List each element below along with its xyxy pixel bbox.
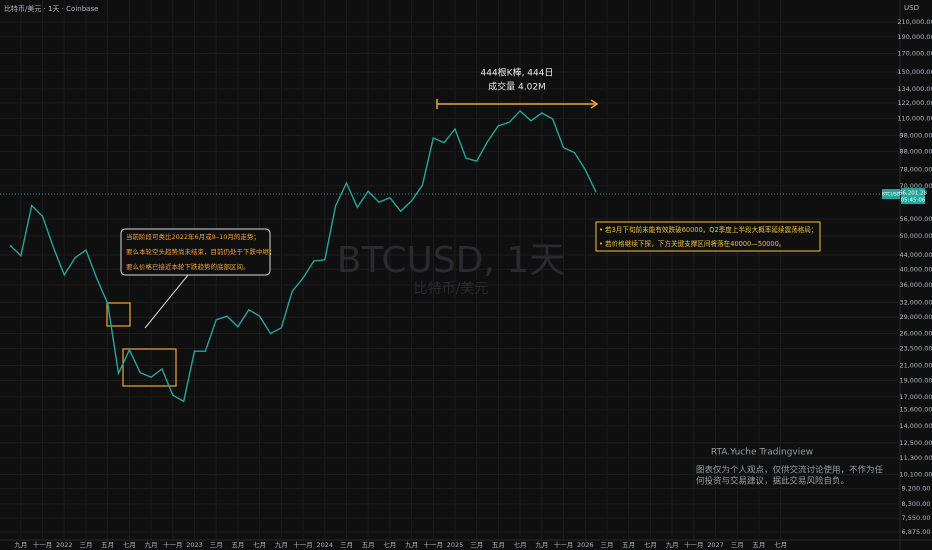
disclaimer: 图表仅为个人观点，仅供交流讨论使用，不作为任 bbox=[696, 465, 884, 476]
range-title: 444根K棒, 444日 bbox=[481, 67, 554, 79]
y-tick-label: 190,000.00 bbox=[897, 33, 932, 41]
x-tick-label: 五月 bbox=[492, 541, 505, 549]
y-tick-label: 98,000.00 bbox=[899, 132, 932, 140]
chart-title: 比特币/美元 · 1天 · Coinbase bbox=[4, 4, 98, 13]
x-tick-label: 2023 bbox=[186, 541, 203, 549]
y-tick-label: 9,200.00 bbox=[902, 485, 931, 493]
x-tick-label: 九月 bbox=[405, 540, 418, 549]
x-tick-label: 十一月 bbox=[293, 540, 313, 549]
disclaimer: 何投资与交易建议，据此交易风险自负。 bbox=[696, 476, 849, 487]
y-tick-label: 11,300.00 bbox=[899, 454, 932, 462]
y-tick-label: 19,000.00 bbox=[899, 376, 932, 384]
y-tick-label: 21,000.00 bbox=[899, 361, 932, 369]
callout-text: 要么价格已接近本轮下跌趋势的底部区间。 bbox=[126, 262, 250, 271]
currency: USD bbox=[904, 4, 919, 12]
y-tick-label: 10,100.00 bbox=[899, 471, 932, 479]
callout-text: 当前阶段可类比2022年6月或9–10月的走势； bbox=[126, 232, 260, 241]
y-tick-label: 40,000.00 bbox=[899, 265, 932, 273]
plot bbox=[9, 109, 597, 403]
note-text: • 若价格继续下探，下方关键支撑区间将落在40000—50000。 bbox=[599, 239, 785, 248]
y-tick-label: 122,000.00 bbox=[897, 99, 932, 107]
x-tick-label: 七月 bbox=[383, 540, 396, 549]
y-tick-label: 12,500.00 bbox=[899, 439, 932, 447]
y-tick-label: 8,300.00 bbox=[902, 500, 931, 508]
y-tick-label: 15,600.00 bbox=[899, 406, 932, 414]
x-tick-label: 三月 bbox=[470, 541, 483, 549]
x-tick-label: 七月 bbox=[514, 540, 527, 549]
x-tick-label: 七月 bbox=[253, 540, 266, 549]
price-line bbox=[9, 109, 597, 403]
y-tick-label: 78,000.00 bbox=[899, 166, 932, 174]
price-tag bbox=[882, 189, 900, 200]
x-tick-label: 九月 bbox=[535, 540, 548, 549]
x-tick-label: 三月 bbox=[79, 541, 92, 549]
x-tick-label: 五月 bbox=[362, 541, 375, 549]
y-tick-label: 17,000.00 bbox=[899, 393, 932, 401]
price-tag-value: 66,201.28 bbox=[899, 191, 927, 197]
y-tick-label: 29,000.00 bbox=[899, 313, 932, 321]
grid bbox=[0, 0, 900, 540]
y-tick-label: 23,500.00 bbox=[899, 345, 932, 353]
y-tick-label: 32,000.00 bbox=[899, 299, 932, 307]
x-tick-label: 三月 bbox=[731, 541, 744, 549]
y-tick-label: 26,000.00 bbox=[899, 330, 932, 338]
watermark: BTCUSD, 1天 bbox=[337, 240, 565, 281]
x-tick-label: 九月 bbox=[275, 540, 288, 549]
price-tag bbox=[901, 188, 925, 205]
x-tick-label: 五月 bbox=[622, 541, 635, 549]
x-tick-label: 2022 bbox=[56, 541, 73, 549]
note-text: • 若3月下旬前未能有效跌破60000，Q2季度上半段大概率延续震荡格局； bbox=[599, 225, 818, 234]
highlight-box bbox=[122, 348, 177, 387]
y-tick-label: 210,000.00 bbox=[897, 18, 932, 26]
x-tick-label: 十一月 bbox=[33, 540, 53, 549]
x-tick-label: 七月 bbox=[644, 540, 657, 549]
x-tick-label: 五月 bbox=[231, 541, 244, 549]
y-tick-label: 14,000.00 bbox=[899, 422, 932, 430]
x-tick-label: 十一月 bbox=[684, 540, 704, 549]
x-tick-label: 三月 bbox=[210, 541, 223, 549]
y-tick-label: 36,000.00 bbox=[899, 281, 932, 289]
x-tick-label: 三月 bbox=[340, 541, 353, 549]
note-box bbox=[595, 221, 821, 252]
y-tick-label: 56,000.00 bbox=[899, 215, 932, 223]
x-tick-label: 九月 bbox=[145, 540, 158, 549]
highlight-box bbox=[106, 302, 131, 327]
watermark-sub: 比特币/美元 bbox=[414, 281, 489, 297]
y-tick-label: 134,000.00 bbox=[897, 85, 932, 93]
y-tick-label: 88,000.00 bbox=[899, 148, 932, 156]
author: RTA.Yuche Tradingview bbox=[711, 448, 813, 458]
y-tick-label: 7,550.00 bbox=[902, 514, 931, 522]
y-tick-label: 44,000.00 bbox=[899, 251, 932, 259]
x-tick-label: 2026 bbox=[577, 541, 594, 549]
range-arrow bbox=[590, 99, 599, 109]
callout-box bbox=[120, 228, 271, 276]
x-tick-label: 十一月 bbox=[554, 540, 574, 549]
y-tick-label: 70,000.00 bbox=[899, 182, 932, 190]
x-tick-label: 2027 bbox=[707, 541, 724, 549]
x-tick-label: 九月 bbox=[14, 540, 27, 549]
x-tick-label: 十一月 bbox=[163, 540, 183, 549]
x-tick-label: 七月 bbox=[123, 540, 136, 549]
x-tick-label: 五月 bbox=[752, 541, 765, 549]
y-tick-label: 150,000.00 bbox=[897, 68, 932, 76]
x-tick-label: 三月 bbox=[600, 541, 613, 549]
price-tag-symbol: BTCUSD bbox=[882, 192, 901, 198]
x-tick-label: 九月 bbox=[666, 540, 679, 549]
callout-text: 要么本轮空头趋势尚未结束，目前仍处于下跌中继； bbox=[126, 247, 276, 256]
x-tick-label: 五月 bbox=[101, 541, 114, 549]
y-tick-label: 170,000.00 bbox=[897, 49, 932, 57]
y-tick-label: 50,000.00 bbox=[899, 232, 932, 240]
price-tag-countdown: 05:45:06 bbox=[901, 198, 926, 204]
y-tick-label: 110,000.00 bbox=[897, 114, 932, 122]
y-tick-label: 6,875.00 bbox=[902, 528, 931, 536]
x-tick-label: 2025 bbox=[447, 541, 464, 549]
x-tick-label: 十一月 bbox=[424, 540, 444, 549]
x-tick-label: 七月 bbox=[774, 540, 787, 549]
x-tick-label: 2024 bbox=[316, 541, 333, 549]
range-volume: 成交量 4.02M bbox=[488, 81, 546, 93]
